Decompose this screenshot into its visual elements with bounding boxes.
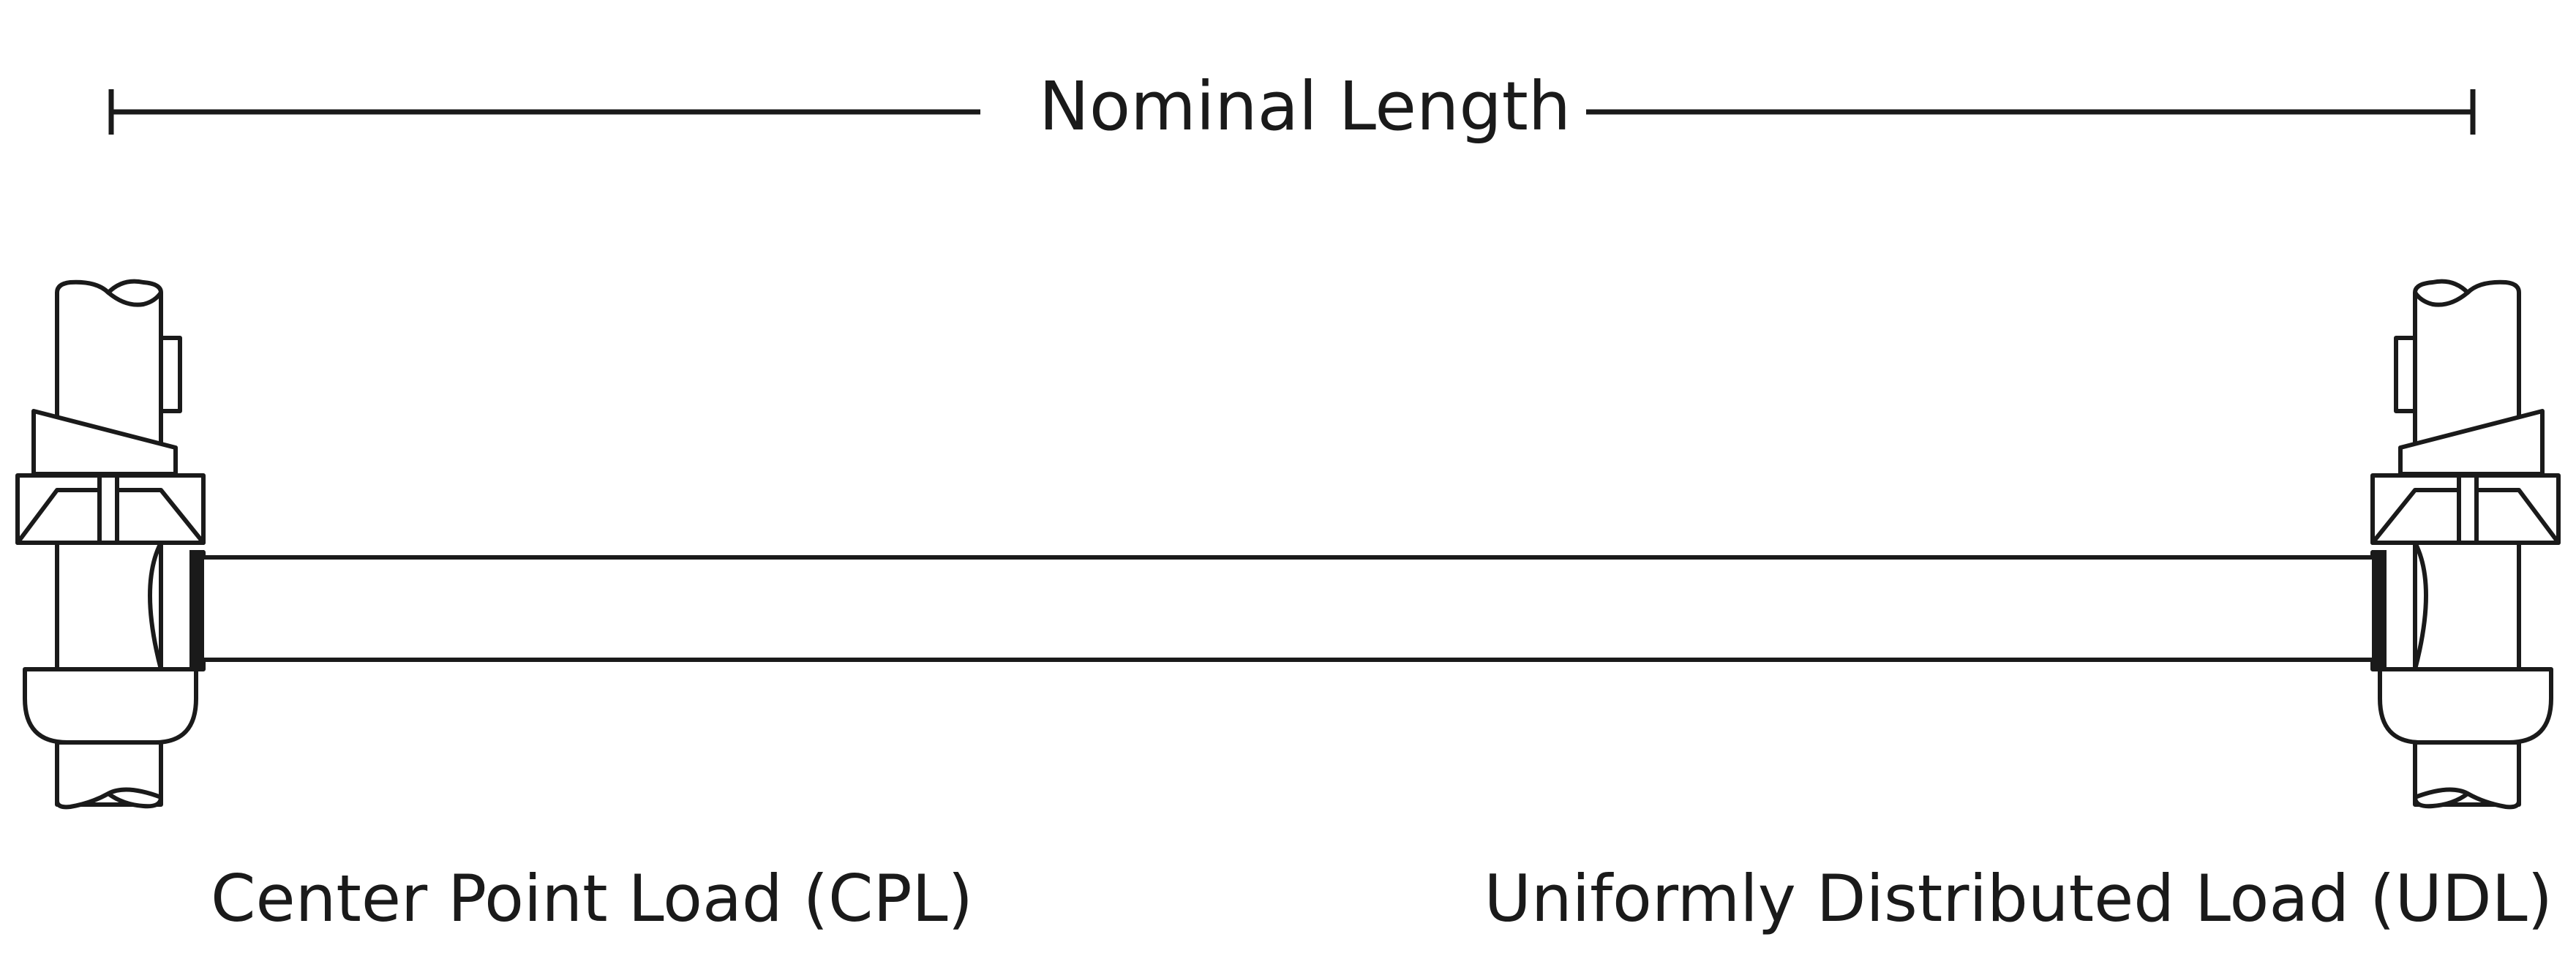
ledger-body bbox=[194, 555, 2382, 662]
nominal-length-dimension bbox=[108, 89, 2476, 135]
right-standard bbox=[2373, 282, 2558, 808]
uniform-load-label: Uniformly Distributed Load (UDL) bbox=[1484, 861, 2553, 936]
left-standard bbox=[18, 282, 203, 808]
center-point-load-label: Center Point Load (CPL) bbox=[211, 861, 973, 936]
ledger-tube bbox=[189, 550, 2387, 668]
ledger-weld-left bbox=[189, 550, 204, 668]
ledger-weld-right bbox=[2372, 550, 2387, 668]
nominal-length-label: Nominal Length bbox=[1039, 67, 1571, 146]
